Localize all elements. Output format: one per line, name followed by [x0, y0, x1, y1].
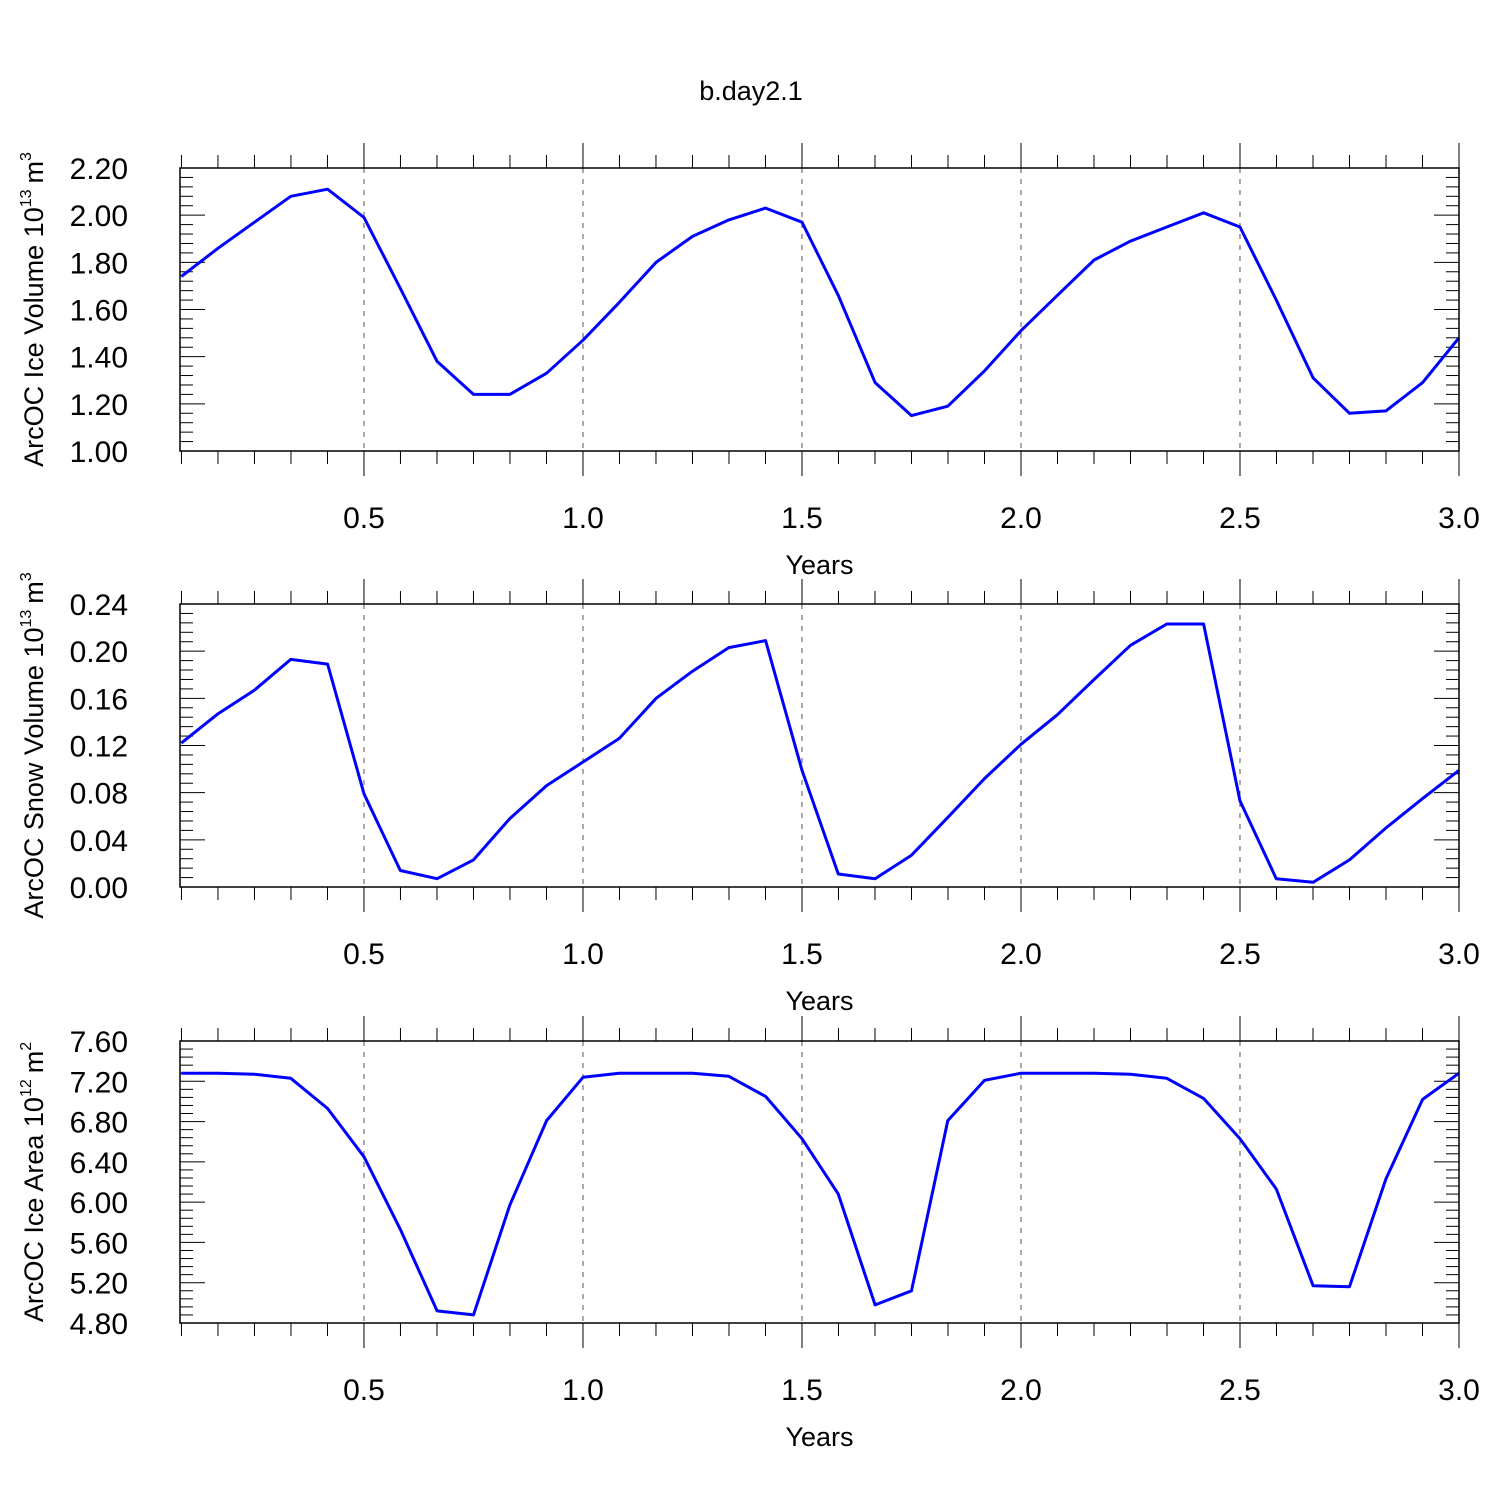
y-tick-label: 6.80 [70, 1107, 128, 1140]
y-axis-label-main: ArcOC Snow Volume 10 [19, 628, 49, 919]
x-tick-label: 3.0 [1438, 502, 1480, 535]
x-tick-label: 1.5 [781, 938, 823, 971]
y-axis-label: ArcOC Ice Area 1012 m2 [18, 1042, 49, 1322]
y-tick-label: 5.60 [70, 1227, 128, 1260]
series-line [181, 1071, 1460, 1317]
y-tick-label: 7.60 [70, 1026, 128, 1059]
panels: 0.5 1.0 1.5 2.0 2.5 3.0 1.00 1.20 1.40 1.60 1.80 2.… [18, 143, 1480, 1452]
chart-panel-3: 0.5 1.0 1.5 2.0 2.5 3.0 4.80 5.20 5.60 6.00 6.40 6.… [18, 1016, 1480, 1452]
y-axis-label: ArcOC Snow Volume 1013 m3 [18, 572, 49, 918]
y-tick-label: 0.04 [70, 825, 128, 858]
x-tick-label: 2.5 [1219, 938, 1261, 971]
series-line [180, 622, 1460, 884]
x-tick-label: 0.5 [343, 938, 385, 971]
y-axis-label-exponent: 13 [18, 189, 35, 207]
x-tick-label: 1.0 [562, 502, 604, 535]
y-axis-label-exponent: 12 [18, 1079, 35, 1097]
y-tick-label: 4.80 [70, 1308, 128, 1341]
plot-frame [179, 167, 1460, 452]
plot-frame [179, 603, 1460, 888]
y-tick-label: 1.20 [70, 389, 128, 422]
y-tick-label: 0.24 [70, 589, 128, 622]
x-tick-label: 2.5 [1219, 1374, 1261, 1407]
y-tick-label: 5.20 [70, 1268, 128, 1301]
y-axis-label-unit-exponent: 3 [18, 152, 35, 161]
figure-title: b.day2.1 [699, 76, 803, 106]
y-axis-label-unit-exponent: 3 [18, 572, 35, 581]
y-tick-label: 1.40 [70, 342, 128, 375]
y-axis-label: ArcOC Ice Volume 1013 m3 [18, 152, 49, 467]
y-tick-label: 0.00 [70, 872, 128, 905]
plot-frame [179, 1040, 1460, 1324]
chart-panel-1: 0.5 1.0 1.5 2.0 2.5 3.0 1.00 1.20 1.40 1.60 1.80 2.… [18, 143, 1480, 580]
x-tick-label: 1.0 [562, 938, 604, 971]
y-axis-label-unit-exponent: 2 [18, 1042, 35, 1051]
y-tick-label: 0.12 [70, 731, 128, 764]
x-tick-label: 2.5 [1219, 502, 1261, 535]
y-tick-label: 1.00 [70, 436, 128, 469]
x-tick-label: 1.0 [562, 1374, 604, 1407]
x-axis-label: Years [785, 550, 853, 580]
y-axis-label-main: ArcOC Ice Area 10 [19, 1097, 49, 1322]
x-tick-label: 2.0 [1000, 502, 1042, 535]
x-tick-label: 0.5 [343, 502, 385, 535]
y-tick-label: 6.00 [70, 1187, 128, 1220]
y-tick-label: 0.16 [70, 683, 128, 716]
x-tick-label: 0.5 [343, 1374, 385, 1407]
y-axis-label-unit: m [19, 581, 49, 604]
y-tick-label: 2.20 [70, 153, 128, 186]
x-tick-label: 2.0 [1000, 938, 1042, 971]
x-axis-label: Years [785, 1422, 853, 1452]
x-tick-label: 3.0 [1438, 1374, 1480, 1407]
chart-panel-2: 0.5 1.0 1.5 2.0 2.5 3.0 0.00 0.04 0.08 0.12 0.16 0.… [18, 572, 1480, 1016]
y-axis-label-main: ArcOC Ice Volume 10 [19, 207, 49, 467]
y-tick-label: 0.20 [70, 636, 128, 669]
y-axis-label-unit: m [19, 161, 49, 184]
y-tick-label: 1.60 [70, 295, 128, 328]
y-axis-label-exponent: 13 [18, 610, 35, 628]
x-tick-label: 2.0 [1000, 1374, 1042, 1407]
series-line [180, 187, 1461, 418]
y-tick-label: 0.08 [70, 778, 128, 811]
x-axis-label: Years [785, 986, 853, 1016]
x-tick-label: 1.5 [781, 1374, 823, 1407]
y-tick-label: 7.20 [70, 1066, 128, 1099]
x-tick-label: 3.0 [1438, 938, 1480, 971]
y-tick-label: 2.00 [70, 200, 128, 233]
y-tick-label: 6.40 [70, 1147, 128, 1180]
y-tick-label: 1.80 [70, 247, 128, 280]
y-axis-label-unit: m [19, 1051, 49, 1074]
x-tick-label: 1.5 [781, 502, 823, 535]
